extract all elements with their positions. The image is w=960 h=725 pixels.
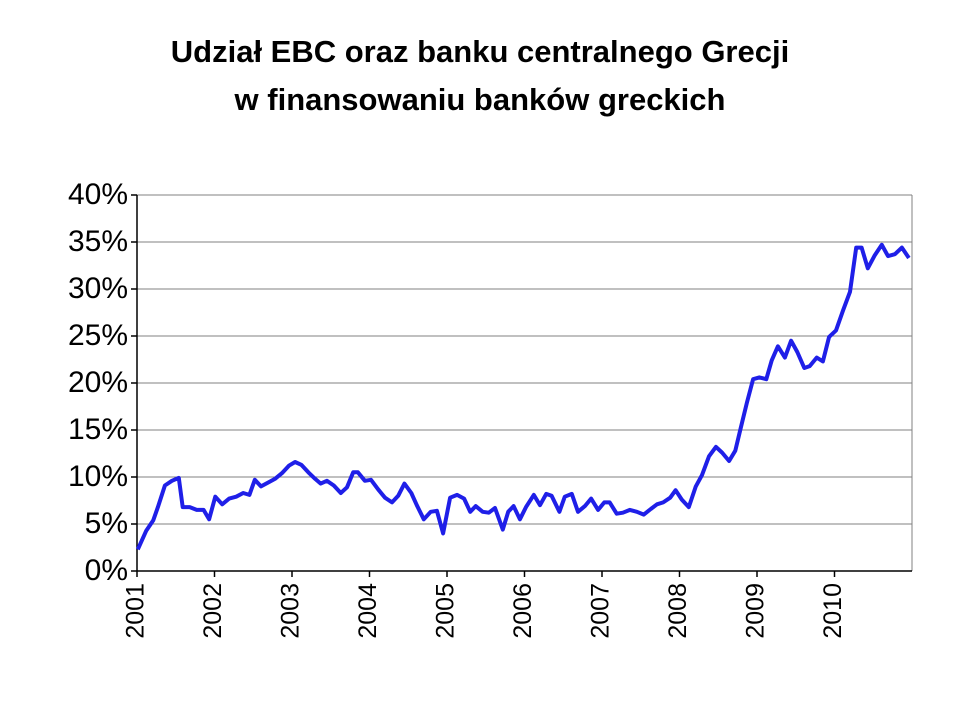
chart-title: Udział EBC oraz banku centralnego Grecji xyxy=(171,34,789,69)
y-tick-label: 25% xyxy=(68,319,128,352)
y-tick-label: 10% xyxy=(68,460,128,493)
x-tick-label: 2001 xyxy=(122,583,150,639)
y-tick-label: 35% xyxy=(68,225,128,258)
x-tick-label: 2004 xyxy=(354,583,382,639)
data-line xyxy=(135,242,911,551)
x-tick-label: 2002 xyxy=(199,583,227,639)
x-tick-label: 2007 xyxy=(587,583,615,639)
y-tick-label: 40% xyxy=(68,178,128,211)
x-tick-label: 2010 xyxy=(819,583,847,639)
y-tick-label: 20% xyxy=(68,366,128,399)
y-tick-label: 30% xyxy=(68,272,128,305)
x-tick-label: 2006 xyxy=(509,583,537,639)
chart-title: w finansowaniu banków greckich xyxy=(234,82,726,117)
x-tick-label: 2005 xyxy=(432,583,460,639)
y-tick-label: 0% xyxy=(85,554,128,587)
x-tick-label: 2008 xyxy=(664,583,692,639)
x-tick-label: 2009 xyxy=(742,583,770,639)
y-tick-label: 5% xyxy=(85,507,128,540)
y-tick-label: 15% xyxy=(68,413,128,446)
x-tick-label: 2003 xyxy=(277,583,305,639)
